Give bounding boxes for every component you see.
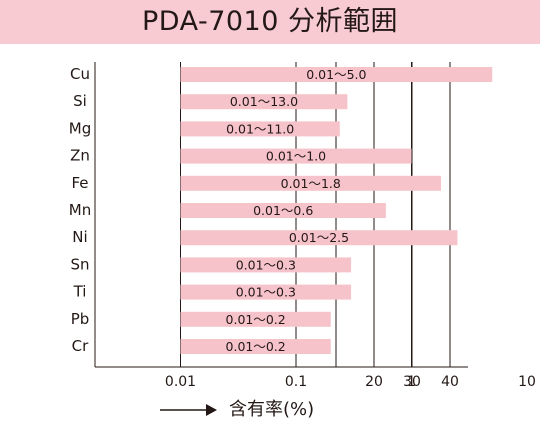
- tick-label-10: 10: [518, 374, 536, 390]
- arrow-head-icon: [206, 404, 217, 416]
- data-label-Zn: 0.01～1.0: [266, 149, 326, 164]
- chart-title: PDA-7010 分析範囲: [141, 6, 398, 37]
- bar-Zn: [180, 148, 412, 164]
- bar-Ni: [180, 230, 458, 246]
- category-label-Fe: Fe: [71, 174, 88, 192]
- tick-label-40: 40: [441, 374, 459, 390]
- data-label-Pb: 0.01～0.2: [226, 312, 286, 327]
- data-label-Fe: 0.01～1.8: [281, 176, 341, 191]
- data-label-Sn: 0.01～0.3: [236, 257, 296, 272]
- category-label-Ti: Ti: [73, 283, 87, 301]
- data-label-Ni: 0.01～2.5: [289, 230, 349, 245]
- bar-Fe: [180, 175, 441, 191]
- tick-label-30: 30: [403, 374, 421, 390]
- bar-Ti: [180, 284, 352, 300]
- category-label-Cr: Cr: [72, 337, 89, 355]
- tick-label-1: 1: [407, 374, 416, 390]
- category-label-Cu: Cu: [70, 65, 90, 83]
- category-label-Pb: Pb: [71, 310, 90, 328]
- title-band: [0, 0, 540, 44]
- category-label-Zn: Zn: [70, 147, 90, 165]
- bar-Sn: [180, 257, 352, 273]
- bar-Si: [180, 94, 348, 110]
- category-label-Sn: Sn: [70, 255, 89, 273]
- data-label-Mg: 0.01～11.0: [226, 121, 294, 136]
- tick-label-20: 20: [365, 374, 383, 390]
- bar-Mn: [180, 203, 386, 218]
- data-label-Cu: 0.01～5.0: [306, 67, 366, 82]
- category-label-Ni: Ni: [72, 228, 87, 246]
- bar-Pb: [180, 311, 331, 327]
- category-label-Si: Si: [73, 92, 87, 110]
- category-label-Mn: Mn: [69, 201, 91, 219]
- data-label-Mn: 0.01～0.6: [253, 203, 313, 218]
- data-label-Cr: 0.01～0.2: [226, 339, 286, 354]
- bar-Cr: [180, 339, 331, 354]
- tick-label-0.01: 0.01: [165, 374, 196, 390]
- data-label-Ti: 0.01～0.3: [236, 285, 296, 300]
- tick-label-0.1: 0.1: [285, 374, 307, 390]
- bar-Mg: [180, 121, 340, 137]
- data-label-Si: 0.01～13.0: [230, 94, 298, 109]
- bar-Cu: [180, 67, 493, 82]
- x-axis-label: 含有率(%): [229, 399, 315, 420]
- category-label-Mg: Mg: [69, 119, 91, 137]
